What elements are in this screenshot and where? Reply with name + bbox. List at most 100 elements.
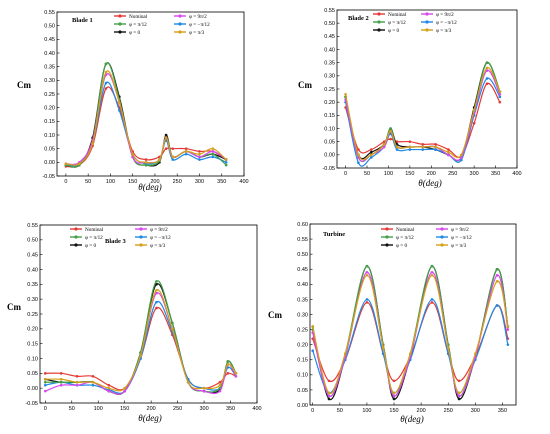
- y-tick-label: 0.05: [324, 140, 335, 146]
- y-tick-label: 0.15: [324, 113, 335, 119]
- panel-title: Blade 1: [72, 17, 93, 24]
- data-point: [43, 383, 47, 387]
- legend-label: Nominal: [388, 12, 407, 18]
- data-point: [369, 148, 373, 151]
- data-point: [421, 145, 425, 149]
- data-point: [184, 152, 188, 156]
- data-point: [430, 273, 434, 277]
- y-tick-label: 0.35: [297, 297, 308, 303]
- x-tick-label: 250: [448, 171, 457, 177]
- series-line-1: [65, 86, 227, 168]
- y-tick-label: 0.30: [27, 297, 38, 303]
- x-tick-label: 50: [364, 171, 370, 177]
- data-point: [369, 153, 373, 157]
- data-point: [498, 100, 502, 104]
- legend: Nominal φ = π/12 φ = 0 φ = 9π/2 φ = −π/12 φ =…: [114, 14, 210, 36]
- data-point: [506, 328, 510, 331]
- data-point: [234, 375, 238, 378]
- data-point: [430, 264, 434, 268]
- y-tick-label: -0.05: [42, 174, 55, 180]
- x-axis-title: θ(deg): [138, 182, 161, 192]
- data-point: [472, 108, 476, 112]
- chart-panel-1: 0 50 100 150 200 250 300 350 400 -0.05 0.00 0.05 0.1…: [17, 10, 249, 192]
- x-axis-title: θ(deg): [418, 178, 441, 188]
- data-point: [64, 162, 68, 165]
- x-tick-label: 150: [120, 406, 129, 412]
- data-point: [365, 264, 369, 268]
- y-tick-label: 0.35: [44, 65, 55, 71]
- data-point: [59, 380, 63, 384]
- data-point: [59, 383, 63, 387]
- data-point: [485, 82, 489, 86]
- data-point: [365, 301, 369, 304]
- x-tick-label: 400: [252, 406, 261, 412]
- legend-label: φ = −π/12: [451, 235, 472, 241]
- y-tick-label: 0.35: [324, 61, 335, 67]
- x-tick-label: 150: [128, 179, 137, 185]
- series-line-2: [312, 265, 509, 401]
- data-point: [131, 152, 134, 156]
- data-point: [498, 90, 502, 93]
- data-point: [459, 158, 463, 162]
- x-tick-label: 400: [512, 171, 521, 177]
- data-point: [104, 70, 108, 74]
- data-point: [389, 129, 392, 133]
- data-point: [211, 150, 215, 153]
- data-point: [434, 148, 437, 151]
- chart-panel-4: 0 50 100 150 200 250 300 350 0.00 0.05 0.10 0.15 0.2…: [268, 222, 517, 424]
- data-point: [498, 95, 502, 99]
- y-axis-title: Cm: [17, 80, 31, 90]
- data-point: [164, 133, 168, 137]
- y-tick-label: 0.25: [297, 327, 308, 333]
- panel-title: Blade 3: [105, 238, 127, 245]
- data-point: [104, 81, 108, 85]
- data-point: [382, 145, 386, 149]
- series-line-6: [65, 70, 227, 166]
- data-point: [218, 380, 222, 384]
- data-point: [447, 153, 450, 157]
- data-point: [171, 158, 175, 161]
- data-point: [198, 152, 201, 156]
- data-point: [59, 372, 63, 375]
- legend-marker: [377, 12, 381, 16]
- data-point: [485, 77, 489, 80]
- data-point: [234, 372, 238, 375]
- data-point: [369, 156, 373, 159]
- y-tick-label: 0.50: [324, 21, 335, 27]
- x-tick-label: 0: [311, 408, 314, 414]
- legend-label: Nominal: [129, 14, 148, 20]
- series-line-5: [312, 271, 509, 397]
- data-point: [472, 121, 476, 125]
- data-point: [164, 136, 168, 140]
- y-tick-label: 0.30: [324, 74, 335, 80]
- y-tick-label: 0.50: [297, 252, 308, 258]
- legend-label: φ = 9π/2: [436, 12, 454, 18]
- data-point: [457, 394, 461, 398]
- legend-marker: [118, 22, 122, 26]
- data-point: [144, 163, 148, 167]
- y-tick-label: 0.00: [297, 403, 308, 409]
- y-tick-label: 0.55: [27, 223, 38, 229]
- data-point: [421, 143, 425, 146]
- x-tick-label: 300: [195, 179, 204, 185]
- data-point: [311, 325, 315, 328]
- y-tick-label: 0.55: [324, 8, 335, 14]
- y-tick-label: 0.40: [27, 267, 38, 273]
- legend-marker: [139, 243, 143, 247]
- legend-label: φ = π/3: [189, 30, 205, 36]
- data-point: [495, 273, 499, 277]
- data-point: [118, 109, 121, 112]
- data-point: [327, 379, 331, 383]
- data-point: [77, 162, 81, 165]
- data-point: [392, 379, 396, 383]
- legend-label: φ = −π/12: [436, 20, 457, 26]
- y-tick-label: -0.05: [322, 166, 335, 172]
- legend-marker: [440, 235, 444, 239]
- data-point: [495, 267, 499, 271]
- x-tick-label: 50: [69, 406, 75, 412]
- data-point: [198, 158, 201, 161]
- legend-label: φ = π/12: [129, 22, 147, 28]
- data-point: [184, 150, 188, 153]
- data-point: [155, 288, 158, 292]
- data-point: [389, 132, 392, 136]
